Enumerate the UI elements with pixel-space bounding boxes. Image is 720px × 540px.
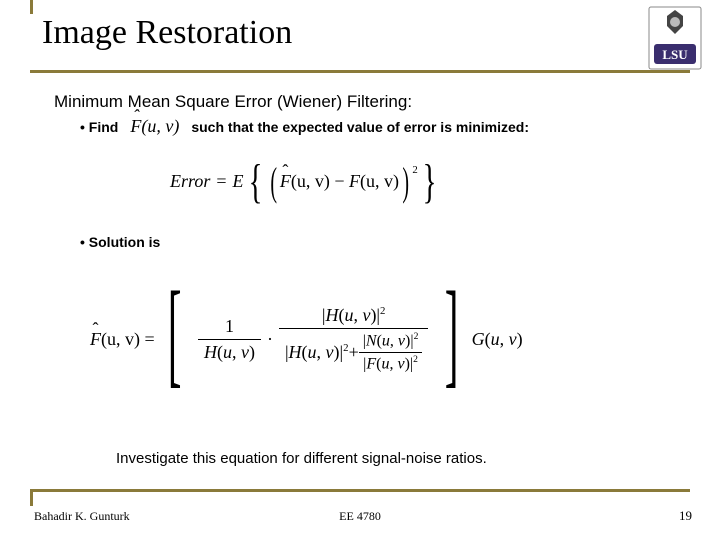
page-number: 19	[679, 508, 692, 524]
bullet1-fhat: F(u, v)	[130, 116, 179, 137]
eq1-lhs: Error	[170, 171, 210, 192]
footer-line	[30, 489, 690, 492]
wiener-equation: F(u, v) = [ 1 H(u, v) · |H(u, v)|2 |H(u,…	[90, 280, 523, 398]
bullet-find: • Find F(u, v) such that the expected va…	[80, 116, 529, 137]
error-equation: Error = E { ( F(u, v) − F(u, v) ) 2 }	[170, 158, 441, 205]
slide-title: Image Restoration	[42, 14, 292, 52]
lsu-logo: LSU	[648, 6, 702, 70]
subtitle: Minimum Mean Square Error (Wiener) Filte…	[54, 92, 412, 112]
logo-text: LSU	[662, 47, 688, 62]
bullet1-pre: • Find	[80, 119, 118, 135]
eq1-exp: 2	[412, 164, 417, 176]
footer-tick	[30, 492, 33, 506]
brace-left: {	[248, 162, 262, 202]
footer-course: EE 4780	[0, 509, 720, 524]
slide: Image Restoration LSU Minimum Mean Squar…	[0, 0, 720, 540]
frac-main: |H(u, v)|2 |H(u, v)|2 + |N(u, v)|2 |F(u,…	[279, 305, 428, 373]
bullet-solution: • Solution is	[80, 234, 160, 250]
rbracket: ]	[445, 274, 459, 392]
frac-1-over-H: 1 H(u, v)	[198, 316, 261, 363]
frac-noise: |N(u, v)|2 |F(u, v)|2	[359, 331, 423, 373]
bullet1-post: such that the expected value of error is…	[191, 119, 529, 135]
note-text: Investigate this equation for different …	[116, 450, 487, 467]
eq1-E: E	[233, 171, 244, 192]
brace-right: }	[422, 162, 436, 202]
lbracket: [	[167, 274, 181, 392]
